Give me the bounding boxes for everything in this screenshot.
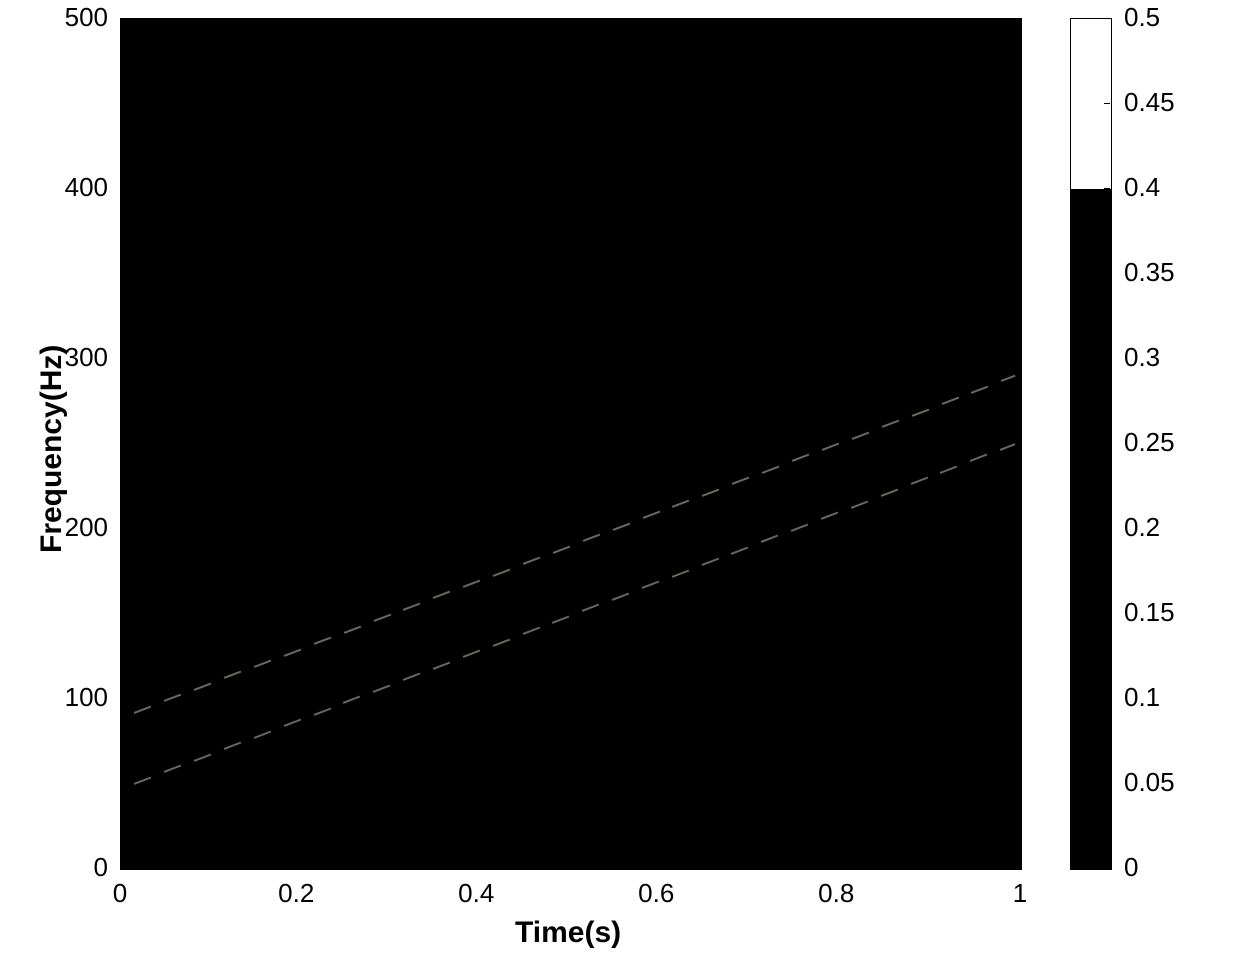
x-tick-mark bbox=[660, 860, 661, 868]
x-tick-label: 1 bbox=[1013, 878, 1027, 909]
colorbar-tick-mark bbox=[1104, 613, 1110, 614]
y-tick-label: 0 bbox=[94, 852, 108, 883]
x-tick-mark bbox=[840, 860, 841, 868]
x-axis-label: Time(s) bbox=[515, 916, 621, 950]
colorbar-tick-label: 0.35 bbox=[1124, 257, 1175, 288]
colorbar-tick-mark bbox=[1104, 868, 1110, 869]
y-tick-mark bbox=[120, 358, 128, 359]
colorbar-tick-mark bbox=[1104, 273, 1110, 274]
y-tick-mark bbox=[120, 188, 128, 189]
x-tick-mark bbox=[1020, 860, 1021, 868]
colorbar-tick-label: 0.5 bbox=[1124, 2, 1160, 33]
colorbar-tick-label: 0.2 bbox=[1124, 512, 1160, 543]
colorbar-tick-mark bbox=[1104, 698, 1110, 699]
y-tick-label: 200 bbox=[65, 512, 108, 543]
y-tick-label: 500 bbox=[65, 2, 108, 33]
colorbar-tick-mark bbox=[1104, 783, 1110, 784]
spectrogram-plot-area bbox=[120, 18, 1022, 870]
colorbar-tick-label: 0.45 bbox=[1124, 87, 1175, 118]
x-tick-mark bbox=[300, 860, 301, 868]
y-tick-label: 100 bbox=[65, 682, 108, 713]
colorbar-tick-label: 0.3 bbox=[1124, 342, 1160, 373]
colorbar-tick-label: 0.4 bbox=[1124, 172, 1160, 203]
y-tick-mark bbox=[120, 868, 128, 869]
x-tick-label: 0 bbox=[113, 878, 127, 909]
y-tick-mark bbox=[120, 528, 128, 529]
colorbar-tick-mark bbox=[1104, 358, 1110, 359]
colorbar bbox=[1070, 18, 1112, 870]
y-tick-mark bbox=[120, 698, 128, 699]
x-tick-label: 0.4 bbox=[458, 878, 494, 909]
x-tick-label: 0.8 bbox=[818, 878, 854, 909]
colorbar-tick-mark bbox=[1104, 443, 1110, 444]
y-tick-label: 300 bbox=[65, 342, 108, 373]
colorbar-white-region bbox=[1071, 19, 1111, 189]
colorbar-tick-mark bbox=[1104, 103, 1110, 104]
colorbar-tick-label: 0.1 bbox=[1124, 682, 1160, 713]
y-tick-label: 400 bbox=[65, 172, 108, 203]
x-tick-mark bbox=[120, 860, 121, 868]
colorbar-tick-mark bbox=[1104, 188, 1110, 189]
colorbar-tick-mark bbox=[1104, 528, 1110, 529]
x-tick-label: 0.6 bbox=[638, 878, 674, 909]
x-tick-label: 0.2 bbox=[278, 878, 314, 909]
colorbar-tick-label: 0 bbox=[1124, 852, 1138, 883]
colorbar-tick-mark bbox=[1104, 18, 1110, 19]
y-tick-mark bbox=[120, 18, 128, 19]
colorbar-tick-label: 0.15 bbox=[1124, 597, 1175, 628]
colorbar-tick-label: 0.05 bbox=[1124, 767, 1175, 798]
x-tick-mark bbox=[480, 860, 481, 868]
colorbar-tick-label: 0.25 bbox=[1124, 427, 1175, 458]
